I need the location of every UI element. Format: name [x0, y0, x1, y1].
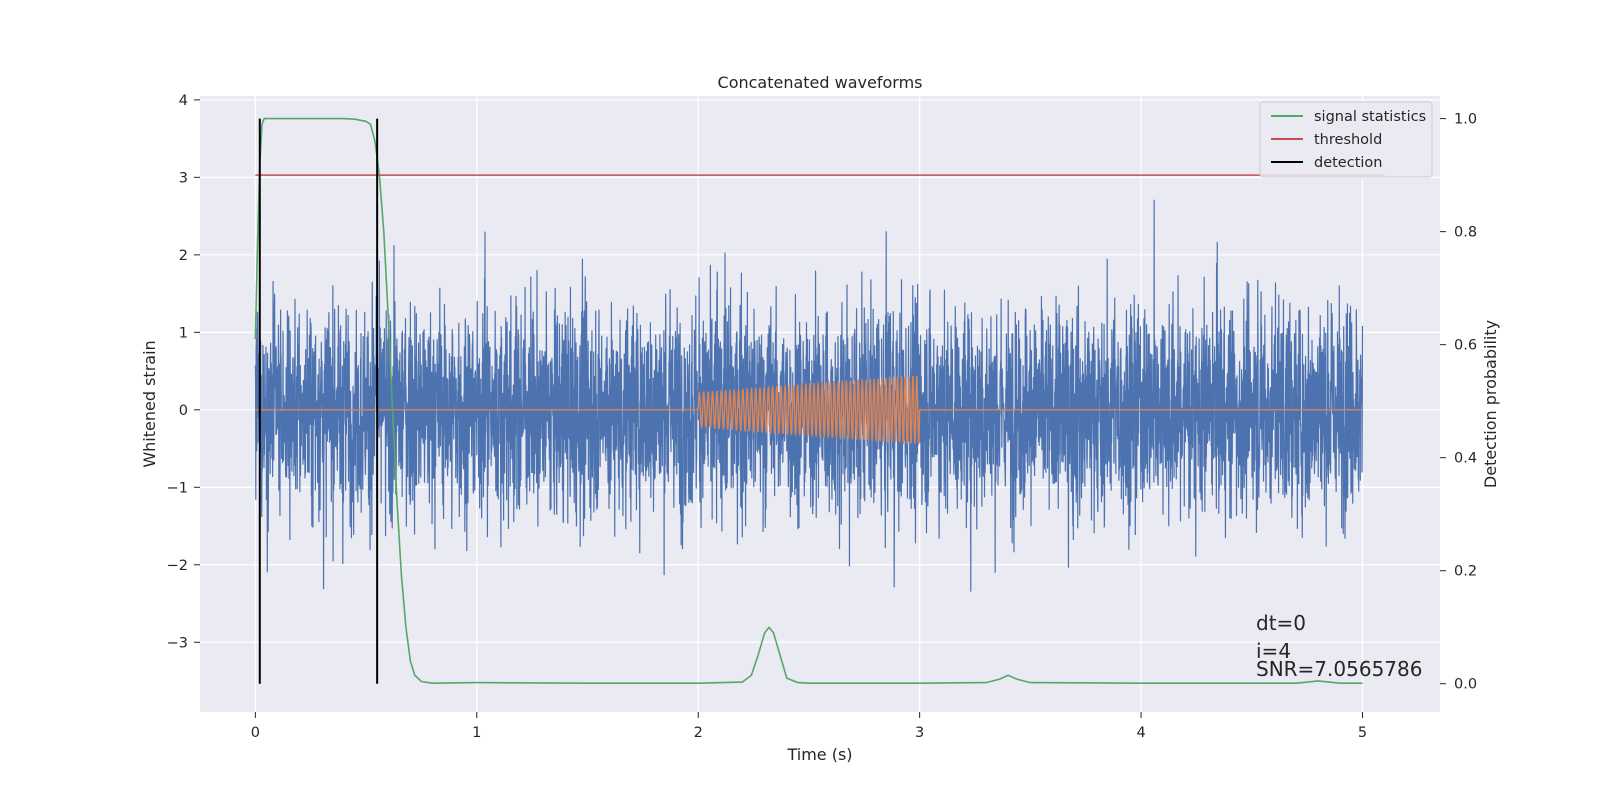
axis-ticks: 0 1 2 3 4 5 4 3 2 1 0 −1 −2 −3 1.0 0.8 0.6 0.4 0.2 0.0: [167, 93, 1477, 741]
y-axis-label: Whitened strain: [140, 340, 159, 467]
y2-tick-label: 0.0: [1454, 677, 1477, 693]
x-tick-label: 1: [472, 725, 481, 741]
annotations: dt=0 i=4 SNR=7.0565786: [1256, 611, 1422, 681]
x-tick-label: 2: [694, 725, 703, 741]
y2-tick-label: 0.4: [1454, 451, 1477, 467]
y-tick-label: −1: [167, 480, 188, 496]
x-tick-label: 4: [1136, 725, 1145, 741]
y-tick-label: −3: [167, 635, 188, 651]
chart-title: Concatenated waveforms: [718, 73, 923, 92]
legend-label-signal-statistics: signal statistics: [1314, 109, 1426, 125]
y2-tick-label: 0.8: [1454, 225, 1477, 241]
series-injected-signal: [255, 374, 1363, 446]
y2-tick-label: 0.2: [1454, 564, 1477, 580]
y-tick-label: −2: [167, 558, 188, 574]
y2-axis-label: Detection probability: [1481, 320, 1500, 488]
legend-box: [1259, 101, 1433, 178]
y-tick-label: 2: [179, 248, 188, 264]
legend: signal statistics threshold detection: [1259, 101, 1433, 178]
plot-area: [254, 117, 1385, 684]
x-tick-label: 3: [915, 725, 924, 741]
y-tick-label: 3: [179, 170, 188, 186]
annotation-dt: dt=0: [1256, 611, 1306, 635]
x-axis-label: Time (s): [786, 745, 852, 764]
x-tick-label: 0: [251, 725, 260, 741]
y2-tick-label: 0.6: [1454, 338, 1477, 354]
annotation-i: i=4: [1256, 639, 1291, 663]
y-tick-label: 1: [179, 325, 188, 341]
x-tick-label: 5: [1358, 725, 1367, 741]
y2-tick-label: 1.0: [1454, 112, 1477, 128]
series-signal-statistics: [254, 117, 1363, 684]
legend-label-threshold: threshold: [1314, 132, 1382, 148]
y-tick-label: 0: [179, 403, 188, 419]
y-tick-label: 4: [179, 93, 188, 109]
annotation-snr: SNR=7.0565786: [1256, 657, 1422, 681]
legend-label-detection: detection: [1314, 155, 1382, 171]
